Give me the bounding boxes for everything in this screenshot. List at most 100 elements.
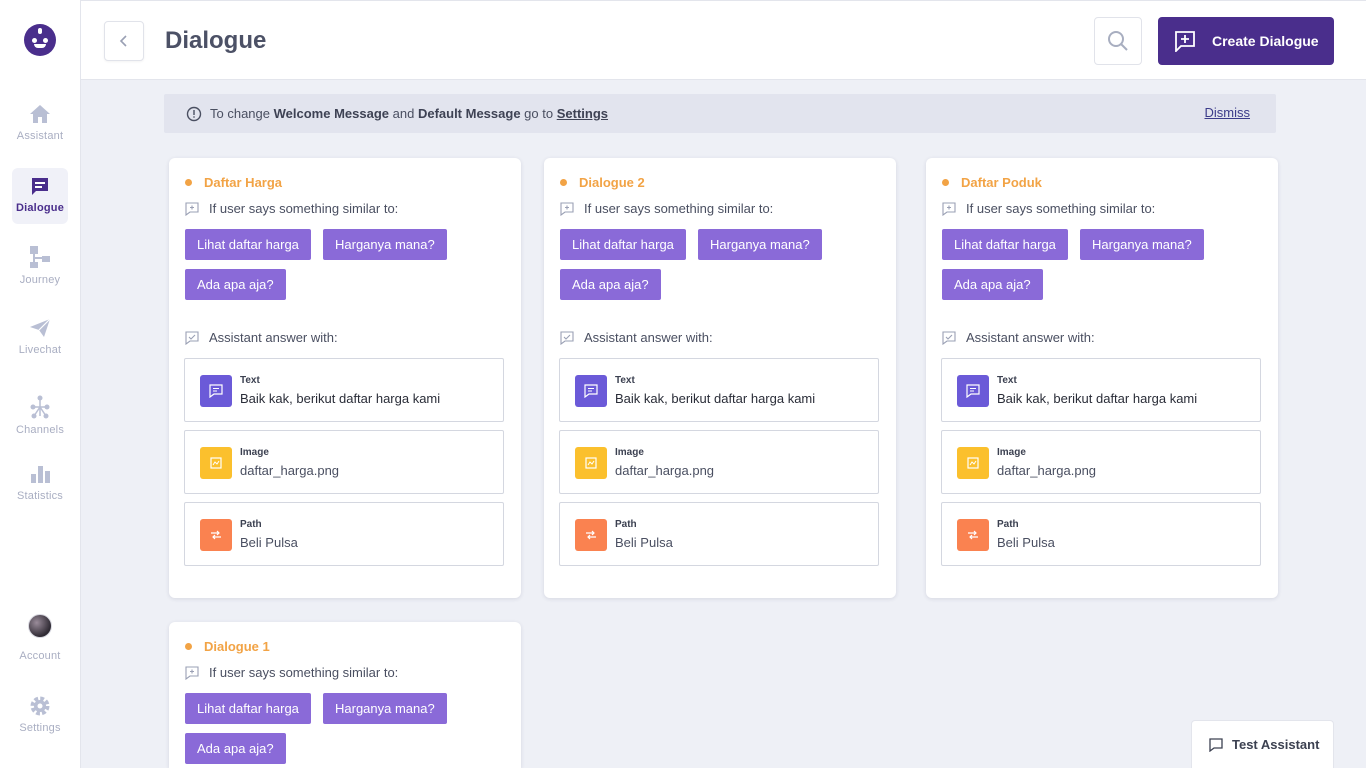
info-banner: To change Welcome Message and Default Me… — [164, 94, 1276, 133]
user-says-label: If user says something similar to: — [185, 201, 398, 216]
back-button[interactable] — [104, 21, 144, 61]
dialogue-title-text: Daftar Poduk — [961, 175, 1042, 190]
create-dialogue-label: Create Dialogue — [1212, 33, 1319, 49]
dialogue-card[interactable]: Daftar Harga If user says something simi… — [169, 158, 521, 598]
phrase-chip[interactable]: Harganya mana? — [323, 229, 447, 260]
answer-type: Image — [997, 447, 1026, 458]
user-says-text: If user says something similar to: — [584, 201, 774, 216]
answer-value: daftar_harga.png — [615, 463, 715, 478]
answer-image-block[interactable]: Image daftar_harga.png — [184, 430, 504, 494]
answer-value: daftar_harga.png — [240, 463, 340, 478]
sidebar-item-channels[interactable]: Channels — [12, 390, 68, 446]
dialogue-title[interactable]: Dialogue 1 — [185, 639, 270, 654]
answer-value: Beli Pulsa — [240, 535, 298, 550]
phrase-chip[interactable]: Ada apa aja? — [560, 269, 661, 300]
dialogue-title[interactable]: Daftar Harga — [185, 175, 282, 190]
answer-type: Text — [240, 375, 260, 386]
image-icon — [575, 447, 607, 479]
banner-text-and: and — [392, 106, 415, 121]
phrase-chip[interactable]: Lihat daftar harga — [185, 229, 311, 260]
sidebar-item-journey[interactable]: Journey — [12, 240, 68, 296]
add-chat-icon — [185, 201, 199, 216]
add-chat-icon — [185, 665, 199, 680]
path-icon — [200, 519, 232, 551]
test-assistant-button[interactable]: Test Assistant — [1191, 720, 1334, 768]
sidebar-item-livechat[interactable]: Livechat — [12, 312, 68, 368]
gear-icon — [30, 696, 50, 716]
page-header: Dialogue Create Dialogue — [81, 0, 1366, 80]
create-dialogue-button[interactable]: Create Dialogue — [1158, 17, 1334, 65]
path-icon — [957, 519, 989, 551]
bot-logo-icon[interactable] — [24, 24, 56, 56]
assistant-answer-text: Assistant answer with: — [584, 330, 713, 345]
sidebar-item-label: Settings — [19, 722, 61, 734]
answer-text-block[interactable]: Text Baik kak, berikut daftar harga kami — [559, 358, 879, 422]
avatar — [28, 614, 52, 638]
send-icon — [30, 318, 51, 337]
sidebar-item-statistics[interactable]: Statistics — [12, 458, 68, 514]
sidebar-item-label: Journey — [19, 274, 61, 286]
sidebar-item-settings[interactable]: Settings — [12, 690, 68, 746]
settings-link[interactable]: Settings — [556, 106, 609, 121]
user-says-text: If user says something similar to: — [209, 201, 399, 216]
add-chat-icon — [560, 201, 574, 216]
sidebar-item-label: Livechat — [18, 344, 62, 356]
sidebar-item-assistant[interactable]: Assistant — [12, 98, 68, 154]
sidebar-item-label: Assistant — [16, 130, 64, 142]
reply-icon — [560, 330, 574, 345]
answer-image-block[interactable]: Image daftar_harga.png — [559, 430, 879, 494]
reply-icon — [942, 330, 956, 345]
sidebar-item-account[interactable]: Account — [12, 614, 68, 670]
answer-text-block[interactable]: Text Baik kak, berikut daftar harga kami — [941, 358, 1261, 422]
banner-welcome: Welcome Message — [273, 106, 389, 121]
assistant-answer-label: Assistant answer with: — [942, 330, 1095, 345]
answer-path-block[interactable]: Path Beli Pulsa — [559, 502, 879, 566]
text-message-icon — [575, 375, 607, 407]
answer-path-block[interactable]: Path Beli Pulsa — [941, 502, 1261, 566]
text-message-icon — [200, 375, 232, 407]
answer-text-block[interactable]: Text Baik kak, berikut daftar harga kami — [184, 358, 504, 422]
dialogue-card[interactable]: Dialogue 2 If user says something simila… — [544, 158, 896, 598]
phrase-chip[interactable]: Ada apa aja? — [185, 733, 286, 764]
add-chat-icon — [942, 201, 956, 216]
answer-image-block[interactable]: Image daftar_harga.png — [941, 430, 1261, 494]
user-says-label: If user says something similar to: — [185, 665, 398, 680]
assistant-answer-label: Assistant answer with: — [560, 330, 713, 345]
phrase-chip[interactable]: Harganya mana? — [1080, 229, 1204, 260]
answer-value: Beli Pulsa — [615, 535, 673, 550]
phrase-chip[interactable]: Lihat daftar harga — [560, 229, 686, 260]
sidebar-item-dialogue[interactable]: Dialogue — [12, 168, 68, 224]
phrase-chip[interactable]: Harganya mana? — [323, 693, 447, 724]
reply-icon — [185, 330, 199, 345]
answer-type: Text — [615, 375, 635, 386]
search-icon — [1108, 31, 1128, 51]
phrase-chip[interactable]: Lihat daftar harga — [942, 229, 1068, 260]
phrase-chip[interactable]: Ada apa aja? — [942, 269, 1043, 300]
banner-text-pre: To change — [210, 106, 270, 121]
path-icon — [575, 519, 607, 551]
status-dot — [185, 643, 192, 650]
dialogue-title[interactable]: Daftar Poduk — [942, 175, 1042, 190]
answer-path-block[interactable]: Path Beli Pulsa — [184, 502, 504, 566]
sidebar: Assistant Dialogue Journey Livechat Chan… — [0, 0, 81, 768]
image-icon — [200, 447, 232, 479]
chat-icon — [32, 178, 48, 195]
bar-chart-icon — [31, 466, 50, 483]
phrase-chip[interactable]: Lihat daftar harga — [185, 693, 311, 724]
dialogue-card[interactable]: Daftar Poduk If user says something simi… — [926, 158, 1278, 598]
phrase-chip[interactable]: Harganya mana? — [698, 229, 822, 260]
dialogue-title-text: Daftar Harga — [204, 175, 283, 190]
answer-value: Baik kak, berikut daftar harga kami — [615, 391, 816, 406]
dialogue-card[interactable]: Dialogue 1 If user says something simila… — [169, 622, 521, 768]
answer-type: Text — [997, 375, 1017, 386]
search-button[interactable] — [1094, 17, 1142, 65]
answer-value: Baik kak, berikut daftar harga kami — [997, 391, 1198, 406]
sidebar-item-label: Dialogue — [15, 202, 65, 214]
phrase-chip[interactable]: Ada apa aja? — [185, 269, 286, 300]
sidebar-item-label: Account — [19, 650, 61, 662]
dismiss-link[interactable]: Dismiss — [1204, 105, 1251, 120]
user-phrases: Lihat daftar harga Harganya mana? Ada ap… — [185, 693, 505, 765]
user-phrases: Lihat daftar harga Harganya mana? Ada ap… — [185, 229, 505, 301]
dialogue-title[interactable]: Dialogue 2 — [560, 175, 645, 190]
add-chat-icon — [1175, 31, 1195, 52]
